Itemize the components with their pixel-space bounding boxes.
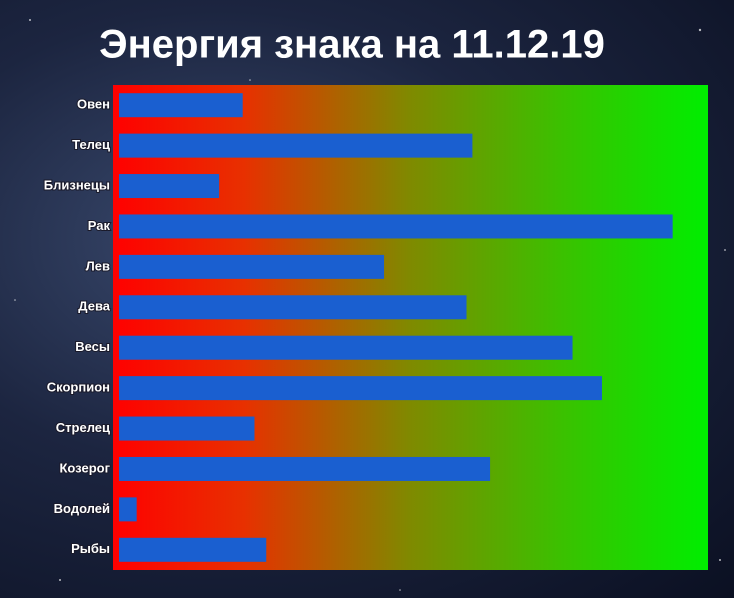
bar [119,456,491,481]
category-label: Овен [77,97,110,112]
category-label: Телец [72,137,110,152]
bar [119,214,673,239]
chart-title: Энергия знака на 11.12.19 [99,23,605,67]
bar [119,133,473,158]
category-label: Скорпион [47,380,110,395]
category-label: Стрелец [56,420,110,435]
bar [119,295,467,320]
bar [119,93,243,118]
category-label: Весы [75,339,110,354]
plot-area [113,85,708,570]
category-label: Близнецы [44,177,110,192]
bar [119,254,385,279]
bar [119,537,267,562]
category-label: Лев [86,258,110,273]
category-label: Рак [88,218,111,233]
bar [119,416,255,441]
bar [119,174,220,199]
bar [119,376,602,401]
category-label: Козерог [59,460,110,475]
category-label: Дева [78,299,110,314]
category-label: Водолей [54,501,110,516]
bar [119,335,573,360]
bar [119,497,137,522]
category-label: Рыбы [71,541,110,556]
stars [14,19,726,591]
